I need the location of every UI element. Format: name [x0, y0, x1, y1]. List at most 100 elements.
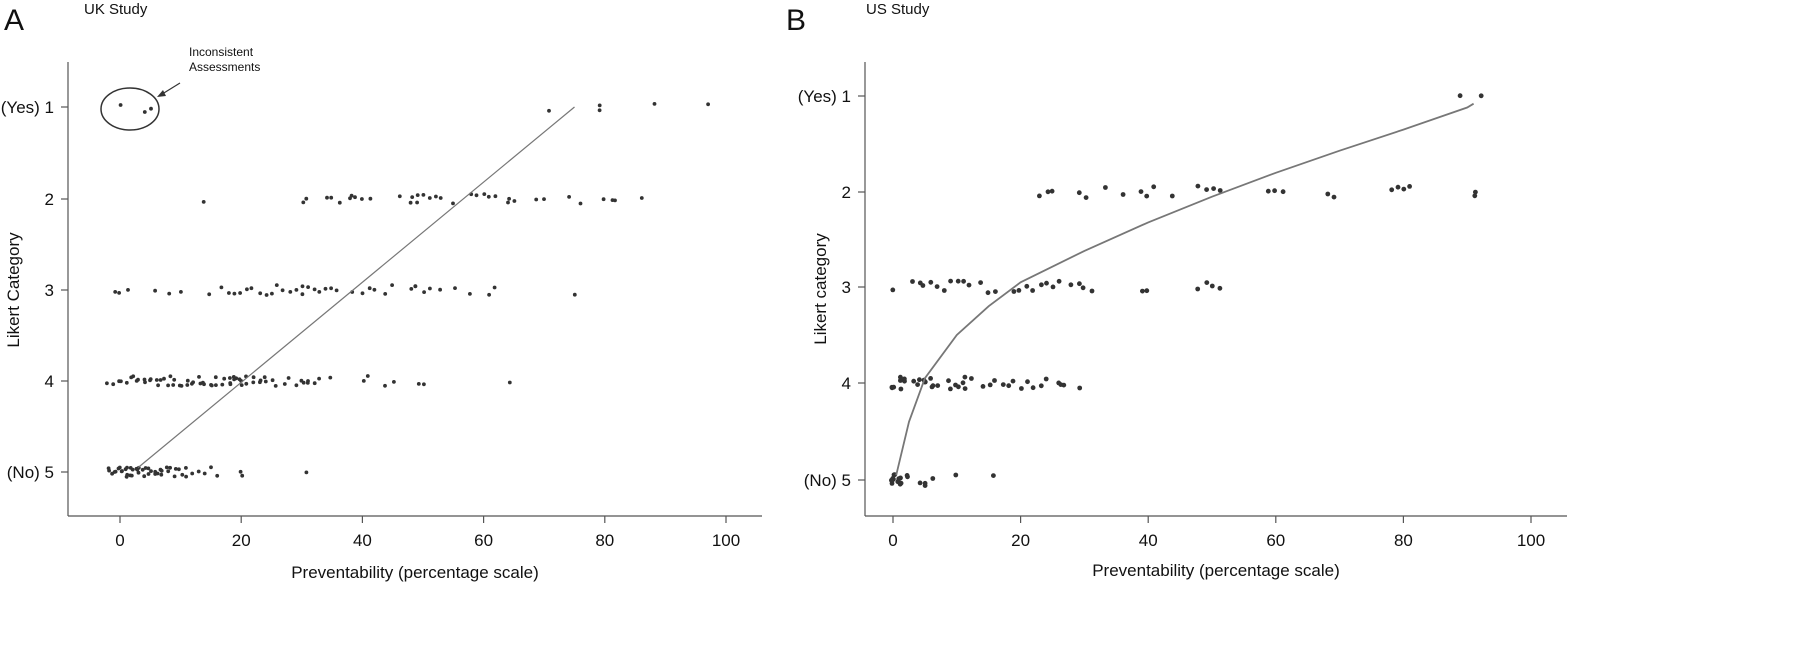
data-point: [422, 382, 426, 387]
data-point: [1144, 193, 1150, 199]
data-point: [166, 383, 171, 388]
data-point: [140, 467, 145, 472]
x-tick-label: 80: [1394, 531, 1413, 550]
x-tick-label: 80: [595, 531, 614, 550]
data-point: [173, 467, 178, 471]
data-point: [105, 381, 109, 386]
data-point: [159, 468, 164, 473]
data-point: [1280, 189, 1286, 195]
data-point: [928, 376, 933, 381]
data-point: [948, 386, 953, 392]
data-point: [993, 289, 998, 294]
data-point: [274, 283, 279, 287]
data-point: [119, 469, 124, 474]
data-point: [1006, 383, 1012, 389]
data-point: [1204, 187, 1209, 193]
data-point: [978, 280, 983, 285]
data-point: [360, 291, 365, 296]
data-point: [474, 193, 479, 198]
data-point: [493, 194, 498, 199]
data-point: [207, 292, 212, 297]
data-point: [113, 469, 118, 474]
x-tick-label: 100: [712, 531, 740, 550]
data-point: [1061, 382, 1067, 388]
data-point: [119, 379, 123, 384]
data-point: [1016, 288, 1022, 293]
data-point: [258, 291, 263, 296]
data-point: [506, 200, 510, 205]
x-tick-label: 100: [1517, 531, 1545, 550]
data-point: [301, 380, 306, 385]
data-point: [142, 377, 147, 382]
data-point: [249, 286, 254, 291]
data-point: [1272, 188, 1277, 194]
data-point: [168, 374, 173, 379]
data-point: [935, 383, 941, 388]
data-point: [415, 193, 420, 198]
data-point: [334, 288, 339, 293]
data-point: [215, 473, 220, 478]
data-point: [240, 473, 245, 478]
x-tick-label: 20: [1011, 531, 1030, 550]
data-point: [1044, 280, 1049, 286]
data-point: [542, 197, 546, 202]
data-point: [1457, 93, 1463, 99]
data-point: [149, 106, 153, 111]
data-point: [317, 376, 321, 381]
data-point: [329, 195, 334, 200]
data-point: [567, 195, 571, 199]
data-point: [1049, 188, 1055, 194]
panel-b-x-label: Preventability (percentage scale): [1092, 561, 1340, 580]
data-point: [987, 382, 993, 388]
data-point: [209, 383, 213, 387]
data-point: [1407, 184, 1412, 189]
data-point: [966, 282, 972, 288]
data-point: [1039, 282, 1044, 288]
data-point: [202, 382, 206, 387]
data-point: [482, 192, 487, 197]
data-point: [922, 483, 928, 488]
panel-a: A UK Study 0 20 40 60 80 100 (Yes) 1 2 3 4 (No) 5…: [1, 1, 762, 582]
data-point: [451, 201, 455, 206]
data-point: [955, 278, 961, 284]
data-point: [1024, 283, 1030, 289]
y-tick-label: 2: [842, 183, 851, 202]
data-point: [1473, 189, 1478, 195]
data-point: [1140, 288, 1145, 294]
data-point: [902, 378, 907, 384]
data-point: [317, 290, 322, 294]
y-tick-label: 3: [842, 278, 851, 297]
data-point: [228, 376, 232, 380]
data-point: [107, 468, 111, 473]
data-point: [117, 291, 121, 295]
data-point: [408, 200, 413, 205]
data-point: [934, 284, 940, 289]
data-point: [201, 200, 206, 204]
panel-b: B US Study 0 20 40 60 80 100 (Yes) 1 2 3 4 (No) 5…: [786, 1, 1567, 580]
data-point: [992, 378, 997, 383]
data-point: [237, 377, 242, 382]
panel-a-x-label: Preventability (percentage scale): [291, 563, 539, 582]
data-point: [304, 470, 309, 475]
data-point: [239, 383, 244, 387]
data-point: [953, 472, 959, 478]
data-point: [1011, 289, 1017, 294]
data-point: [910, 279, 915, 284]
data-point: [262, 375, 267, 380]
data-point: [534, 197, 539, 202]
data-point: [416, 382, 421, 386]
data-point: [146, 472, 151, 476]
panel-a-x-ticks: 0 20 40 60 80 100: [115, 516, 740, 550]
data-point: [572, 292, 577, 297]
data-point: [368, 196, 373, 201]
panel-a-letter: A: [4, 4, 24, 37]
fit-line: [137, 106, 575, 468]
data-point: [143, 466, 148, 470]
data-point: [128, 466, 133, 470]
data-point: [312, 287, 317, 292]
data-point: [1077, 281, 1082, 287]
annotation-line-2: Assessments: [189, 60, 260, 74]
data-point: [1204, 280, 1210, 285]
data-point: [917, 377, 922, 383]
data-point: [294, 288, 299, 292]
